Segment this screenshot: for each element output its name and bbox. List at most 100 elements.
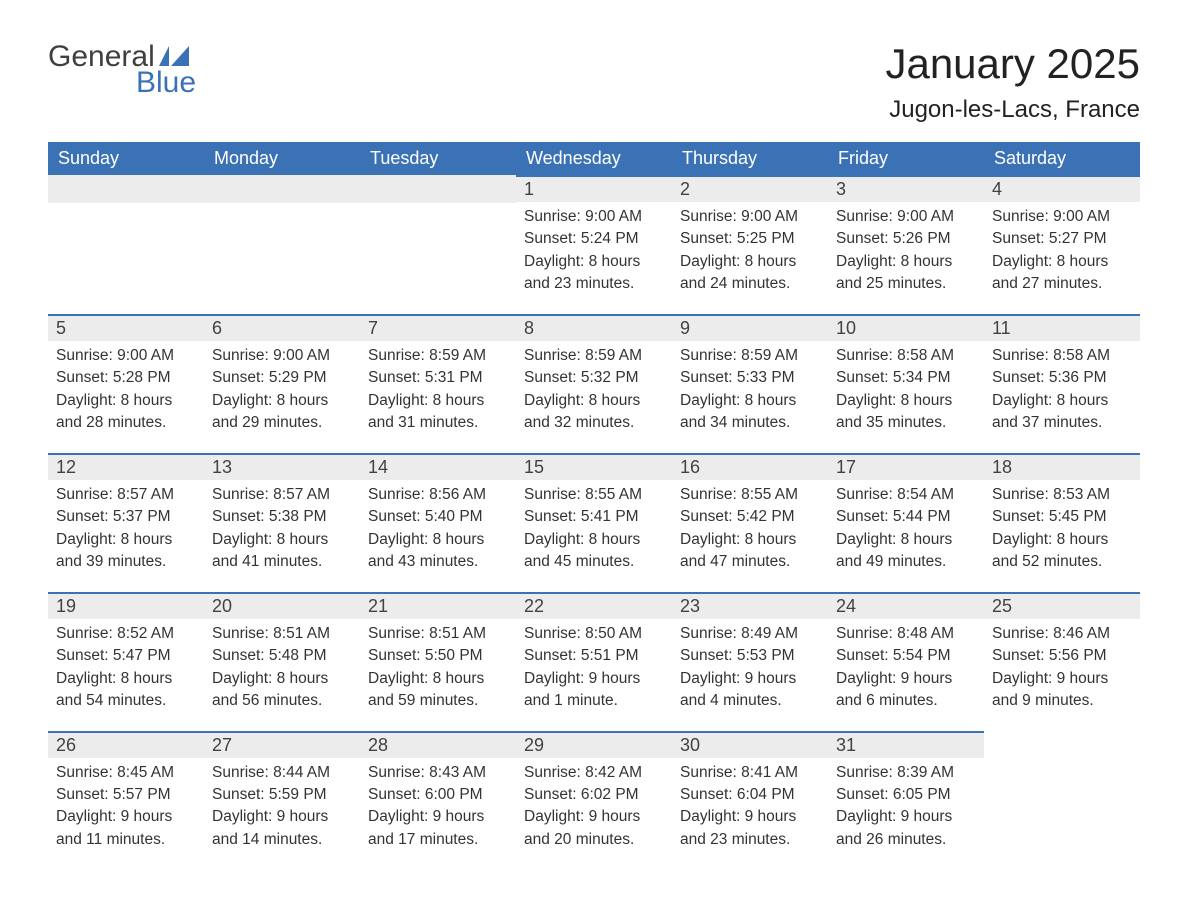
sunrise-line: Sunrise: 8:48 AM: [836, 623, 976, 645]
day-number: 21: [360, 592, 516, 619]
calendar-week: 1Sunrise: 9:00 AMSunset: 5:24 PMDaylight…: [48, 175, 1140, 314]
sunrise-line: Sunrise: 8:39 AM: [836, 762, 976, 784]
day-details: Sunrise: 8:51 AMSunset: 5:50 PMDaylight:…: [360, 619, 516, 731]
day-number: 6: [204, 314, 360, 341]
calendar-cell: 21Sunrise: 8:51 AMSunset: 5:50 PMDayligh…: [360, 592, 516, 731]
sunset-line: Sunset: 5:54 PM: [836, 645, 976, 667]
calendar-cell: 8 Sunrise: 8:59 AMSunset: 5:32 PMDaylight…: [516, 314, 672, 453]
daylight-line: Daylight: 8 hours and 59 minutes.: [368, 668, 508, 713]
sunrise-line: Sunrise: 8:46 AM: [992, 623, 1132, 645]
calendar-week: 5Sunrise: 9:00 AMSunset: 5:28 PMDaylight…: [48, 314, 1140, 453]
sunrise-line: Sunrise: 9:00 AM: [212, 345, 352, 367]
day-number: 8: [516, 314, 672, 341]
sunset-line: Sunset: 5:33 PM: [680, 367, 820, 389]
sunset-line: Sunset: 6:05 PM: [836, 784, 976, 806]
calendar-cell: 18Sunrise: 8:53 AMSunset: 5:45 PMDayligh…: [984, 453, 1140, 592]
day-details: Sunrise: 9:00 AMSunset: 5:29 PMDaylight:…: [204, 341, 360, 453]
sunrise-line: Sunrise: 8:59 AM: [524, 345, 664, 367]
page-title: January 2025: [885, 40, 1140, 88]
sunset-line: Sunset: 5:56 PM: [992, 645, 1132, 667]
sunrise-line: Sunrise: 8:44 AM: [212, 762, 352, 784]
daylight-line: Daylight: 9 hours and 6 minutes.: [836, 668, 976, 713]
day-number: 16: [672, 453, 828, 480]
daylight-line: Daylight: 8 hours and 39 minutes.: [56, 529, 196, 574]
calendar-cell: 10Sunrise: 8:58 AMSunset: 5:34 PMDayligh…: [828, 314, 984, 453]
sunrise-line: Sunrise: 8:55 AM: [680, 484, 820, 506]
flag-icon: [159, 46, 189, 66]
calendar-cell: [984, 731, 1140, 870]
day-details: Sunrise: 8:58 AMSunset: 5:36 PMDaylight:…: [984, 341, 1140, 453]
day-details: Sunrise: 8:54 AMSunset: 5:44 PMDaylight:…: [828, 480, 984, 592]
calendar-cell: 17Sunrise: 8:54 AMSunset: 5:44 PMDayligh…: [828, 453, 984, 592]
day-details: Sunrise: 9:00 AMSunset: 5:27 PMDaylight:…: [984, 202, 1140, 314]
sunset-line: Sunset: 5:32 PM: [524, 367, 664, 389]
daylight-line: Daylight: 9 hours and 11 minutes.: [56, 806, 196, 851]
sunrise-line: Sunrise: 8:59 AM: [368, 345, 508, 367]
daylight-line: Daylight: 8 hours and 47 minutes.: [680, 529, 820, 574]
calendar-cell: 27Sunrise: 8:44 AMSunset: 5:59 PMDayligh…: [204, 731, 360, 870]
day-details: Sunrise: 8:56 AMSunset: 5:40 PMDaylight:…: [360, 480, 516, 592]
day-header: Friday: [828, 142, 984, 175]
calendar-cell: [48, 175, 204, 314]
sunrise-line: Sunrise: 8:45 AM: [56, 762, 196, 784]
sunrise-line: Sunrise: 8:54 AM: [836, 484, 976, 506]
daylight-line: Daylight: 8 hours and 41 minutes.: [212, 529, 352, 574]
sunset-line: Sunset: 5:45 PM: [992, 506, 1132, 528]
day-details: Sunrise: 8:58 AMSunset: 5:34 PMDaylight:…: [828, 341, 984, 453]
day-details: Sunrise: 8:52 AMSunset: 5:47 PMDaylight:…: [48, 619, 204, 731]
sunset-line: Sunset: 5:27 PM: [992, 228, 1132, 250]
calendar-cell: 22Sunrise: 8:50 AMSunset: 5:51 PMDayligh…: [516, 592, 672, 731]
day-details: Sunrise: 9:00 AMSunset: 5:24 PMDaylight:…: [516, 202, 672, 314]
day-details: Sunrise: 8:43 AMSunset: 6:00 PMDaylight:…: [360, 758, 516, 870]
sunrise-line: Sunrise: 8:52 AM: [56, 623, 196, 645]
sunset-line: Sunset: 5:29 PM: [212, 367, 352, 389]
day-details: Sunrise: 8:41 AMSunset: 6:04 PMDaylight:…: [672, 758, 828, 870]
calendar-cell: 23Sunrise: 8:49 AMSunset: 5:53 PMDayligh…: [672, 592, 828, 731]
sunset-line: Sunset: 5:36 PM: [992, 367, 1132, 389]
day-number: 29: [516, 731, 672, 758]
daylight-line: Daylight: 8 hours and 52 minutes.: [992, 529, 1132, 574]
daylight-line: Daylight: 8 hours and 25 minutes.: [836, 251, 976, 296]
sunrise-line: Sunrise: 8:51 AM: [368, 623, 508, 645]
day-number: 18: [984, 453, 1140, 480]
day-number: 17: [828, 453, 984, 480]
daylight-line: Daylight: 8 hours and 29 minutes.: [212, 390, 352, 435]
daylight-line: Daylight: 8 hours and 32 minutes.: [524, 390, 664, 435]
location: Jugon-les-Lacs, France: [885, 96, 1140, 124]
sunset-line: Sunset: 5:26 PM: [836, 228, 976, 250]
day-details: Sunrise: 8:57 AMSunset: 5:38 PMDaylight:…: [204, 480, 360, 592]
sunrise-line: Sunrise: 9:00 AM: [524, 206, 664, 228]
sunrise-line: Sunrise: 9:00 AM: [992, 206, 1132, 228]
calendar-cell: 9Sunrise: 8:59 AMSunset: 5:33 PMDaylight…: [672, 314, 828, 453]
sunset-line: Sunset: 5:53 PM: [680, 645, 820, 667]
day-details: Sunrise: 8:59 AMSunset: 5:33 PMDaylight:…: [672, 341, 828, 453]
calendar-week: 26Sunrise: 8:45 AMSunset: 5:57 PMDayligh…: [48, 731, 1140, 870]
day-number: 5: [48, 314, 204, 341]
day-details: Sunrise: 8:42 AMSunset: 6:02 PMDaylight:…: [516, 758, 672, 870]
sunrise-line: Sunrise: 8:51 AM: [212, 623, 352, 645]
day-number: 11: [984, 314, 1140, 341]
daylight-line: Daylight: 9 hours and 17 minutes.: [368, 806, 508, 851]
calendar-cell: 19Sunrise: 8:52 AMSunset: 5:47 PMDayligh…: [48, 592, 204, 731]
day-header: Sunday: [48, 142, 204, 175]
day-details: Sunrise: 8:46 AMSunset: 5:56 PMDaylight:…: [984, 619, 1140, 731]
day-number: 25: [984, 592, 1140, 619]
calendar-cell: 11Sunrise: 8:58 AMSunset: 5:36 PMDayligh…: [984, 314, 1140, 453]
day-header: Monday: [204, 142, 360, 175]
day-number: 31: [828, 731, 984, 758]
calendar-cell: 7Sunrise: 8:59 AMSunset: 5:31 PMDaylight…: [360, 314, 516, 453]
sunrise-line: Sunrise: 8:57 AM: [56, 484, 196, 506]
sunset-line: Sunset: 5:48 PM: [212, 645, 352, 667]
day-header: Tuesday: [360, 142, 516, 175]
calendar-cell: 29Sunrise: 8:42 AMSunset: 6:02 PMDayligh…: [516, 731, 672, 870]
calendar-cell: 5Sunrise: 9:00 AMSunset: 5:28 PMDaylight…: [48, 314, 204, 453]
sunrise-line: Sunrise: 8:58 AM: [836, 345, 976, 367]
day-number: 1: [516, 175, 672, 202]
calendar-week: 12Sunrise: 8:57 AMSunset: 5:37 PMDayligh…: [48, 453, 1140, 592]
empty-day-bar: [360, 175, 516, 203]
day-number: 24: [828, 592, 984, 619]
day-number: 28: [360, 731, 516, 758]
sunset-line: Sunset: 5:42 PM: [680, 506, 820, 528]
daylight-line: Daylight: 8 hours and 56 minutes.: [212, 668, 352, 713]
calendar-week: 19Sunrise: 8:52 AMSunset: 5:47 PMDayligh…: [48, 592, 1140, 731]
